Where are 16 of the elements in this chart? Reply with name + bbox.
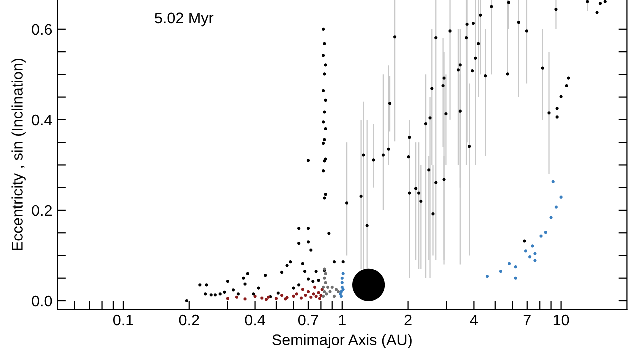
y-tick-label: 0.0 xyxy=(32,296,52,307)
x-tick-label: 7 xyxy=(524,315,531,326)
x-tick-label: 0.2 xyxy=(179,314,200,326)
x-tick-label: 10 xyxy=(554,314,570,326)
x-tick-label: 4 xyxy=(470,315,478,326)
x-tick-label: 0.7 xyxy=(298,314,318,326)
x-axis-title: Semimajor Axis (AU) xyxy=(272,334,412,348)
x-tick-label: 0.1 xyxy=(113,314,134,326)
y-tick-label: 0.6 xyxy=(32,24,52,36)
x-tick-label: 2 xyxy=(404,314,412,326)
y-tick-label: 0.4 xyxy=(32,114,52,126)
annotation: 5.02 Myr xyxy=(155,12,214,27)
y-axis-title: Eccentricity , sin (Inclination) xyxy=(12,58,26,250)
x-tick-label: 0.4 xyxy=(245,314,266,326)
x-tick-label: 1 xyxy=(339,315,346,326)
y-tick-label: 0.2 xyxy=(32,205,52,216)
